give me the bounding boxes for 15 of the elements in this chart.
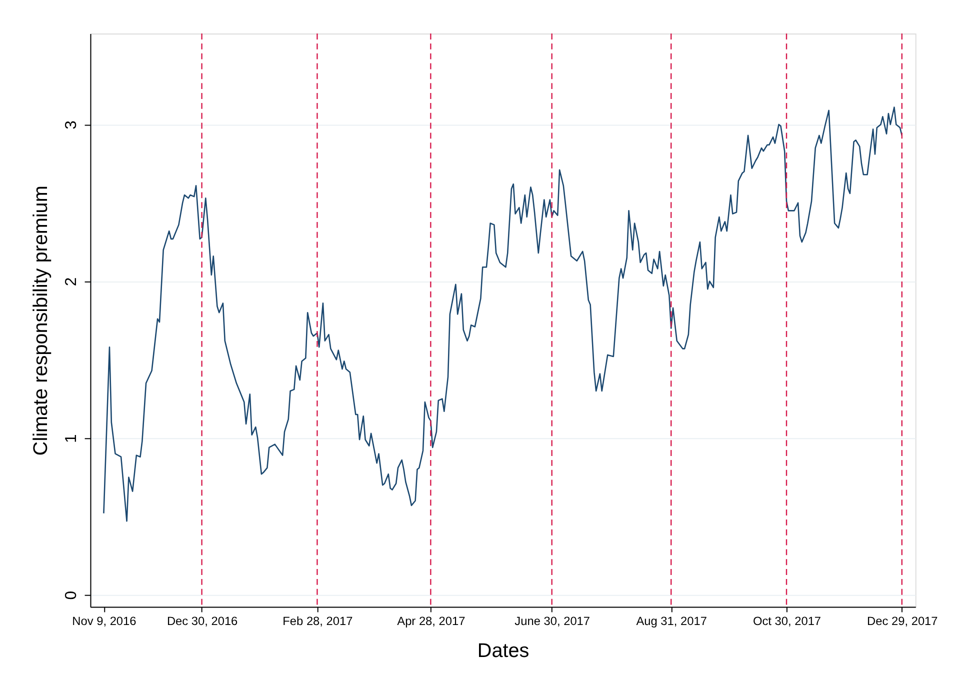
y-tick-label: 3 (62, 120, 80, 130)
x-tick-label: Apr 28, 2017 (397, 614, 466, 628)
x-tick-label: Feb 28, 2017 (282, 614, 354, 628)
x-tick-label: Aug 31, 2017 (636, 614, 708, 628)
line-series (103, 106, 903, 522)
x-tick-label: Nov 9, 2016 (72, 614, 137, 628)
x-tick-label: June 30, 2017 (514, 614, 590, 628)
x-tick-label: Oct 30, 2017 (752, 614, 822, 628)
x-axis-title: Dates (477, 640, 530, 662)
x-tick-label: Dec 30, 2016 (166, 614, 238, 628)
y-axis-title: Climate responsibility premium (30, 186, 52, 456)
y-tick-label: 0 (62, 590, 80, 600)
x-tick-label: Dec 29, 2017 (867, 614, 938, 628)
y-tick-label: 2 (62, 277, 80, 286)
y-tick-label: 1 (62, 434, 80, 443)
